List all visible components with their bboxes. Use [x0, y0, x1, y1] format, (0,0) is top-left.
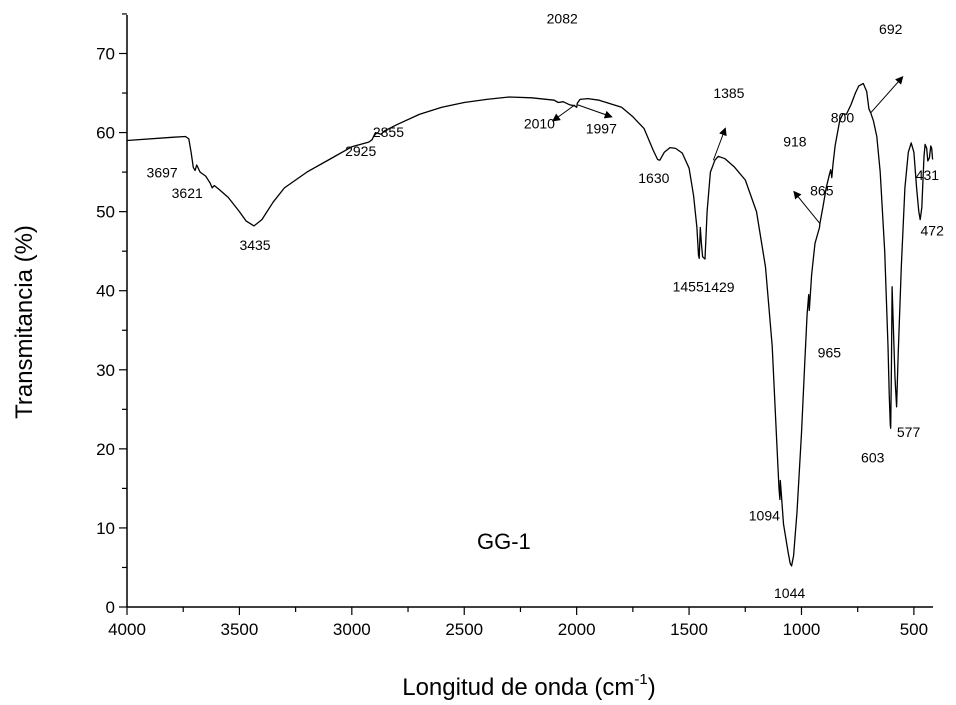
y-tick-label: 0: [106, 598, 115, 617]
y-axis-title: Transmitancia (%): [11, 225, 38, 419]
y-tick-label: 10: [96, 519, 115, 538]
peak-label-3435: 3435: [239, 237, 270, 253]
y-tick-label: 30: [96, 361, 115, 380]
peak-label-1630: 1630: [638, 170, 669, 186]
peak-label-2925: 2925: [345, 143, 376, 159]
x-axis-title-close: ): [648, 674, 656, 701]
sample-label: GG-1: [477, 529, 531, 554]
arrow-2010: [552, 104, 576, 122]
peak-label-1385: 1385: [713, 85, 744, 101]
peak-label-1455: 1455: [673, 278, 704, 294]
peak-label-431: 431: [916, 167, 940, 183]
peak-label-2855: 2855: [373, 124, 404, 140]
x-tick-label: 1000: [783, 620, 821, 639]
arrow-918: [793, 190, 821, 224]
x-tick-label: 3500: [220, 620, 258, 639]
peak-label-692: 692: [879, 21, 903, 37]
x-tick-label: 4000: [108, 620, 146, 639]
arrow-1997: [577, 104, 613, 119]
peak-label-1044: 1044: [774, 585, 805, 601]
x-tick-label: 500: [900, 620, 928, 639]
x-tick-label: 2500: [445, 620, 483, 639]
peak-label-918: 918: [783, 134, 807, 150]
peak-label-577: 577: [897, 424, 921, 440]
y-axis: 0 10 20 30 40 50 60 70: [96, 13, 128, 617]
y-tick-label: 70: [96, 45, 115, 64]
peak-label-1429: 1429: [703, 279, 734, 295]
x-axis-title-superscript: -1: [634, 671, 647, 688]
peak-label-2010: 2010: [524, 116, 555, 132]
x-tick-label: 3000: [333, 620, 371, 639]
peak-labels: 3697 3621 3435 2925 2855 2082 2010 1997 1630 1455…: [147, 11, 945, 601]
x-axis: 4000 3500 3000 2500 2000 1500 1000 500: [108, 606, 933, 639]
peak-label-3621: 3621: [172, 185, 203, 201]
annotation-arrows: [552, 76, 904, 224]
peak-label-3697: 3697: [147, 165, 178, 181]
arrow-1385: [712, 127, 727, 161]
peak-label-1094: 1094: [749, 507, 780, 523]
x-axis-title-main: Longitud de onda (cm: [402, 674, 634, 701]
peak-label-800: 800: [831, 109, 855, 125]
peak-label-2082: 2082: [547, 11, 578, 27]
peak-label-472: 472: [921, 223, 945, 239]
peak-label-1997: 1997: [586, 120, 617, 136]
peak-label-965: 965: [818, 344, 842, 360]
x-axis-title: Longitud de onda (cm-1): [402, 671, 656, 701]
y-tick-label: 60: [96, 124, 115, 143]
arrow-692: [870, 76, 904, 114]
peak-label-603: 603: [861, 449, 885, 465]
x-tick-label: 2000: [558, 620, 596, 639]
transmittance-series-line: [126, 82, 934, 567]
y-tick-label: 20: [96, 440, 115, 459]
y-tick-label: 40: [96, 282, 115, 301]
x-tick-label: 1500: [670, 620, 708, 639]
y-tick-label: 50: [96, 203, 115, 222]
peak-label-865: 865: [810, 183, 834, 199]
